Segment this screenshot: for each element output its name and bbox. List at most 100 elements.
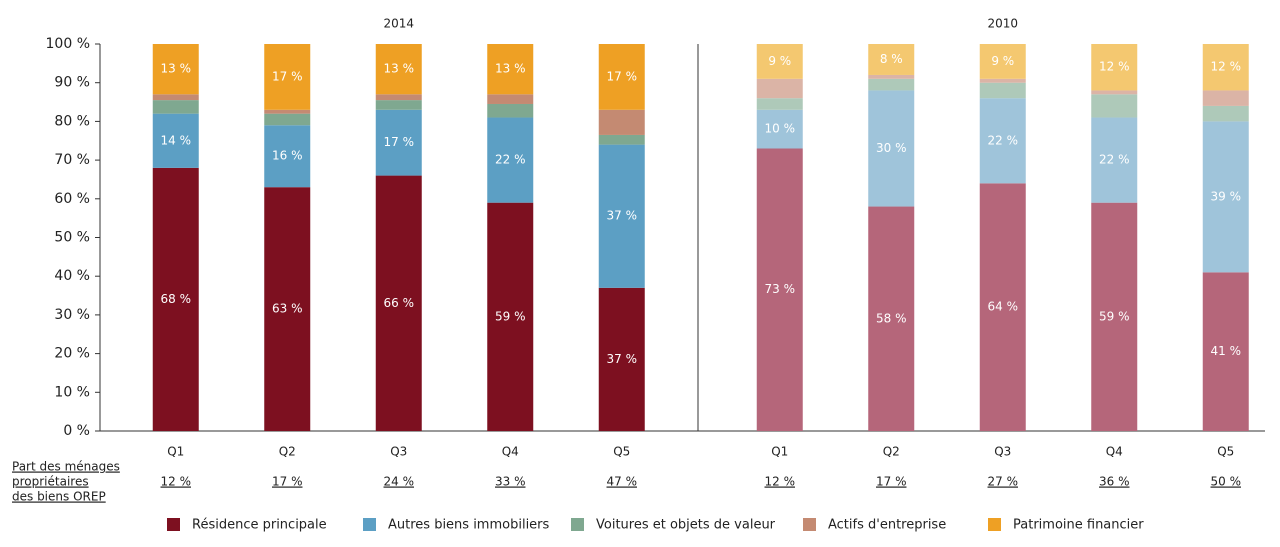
legend-label: Voitures et objets de valeur <box>596 518 776 533</box>
share-label: 50 % <box>1211 475 1242 489</box>
value-label: 59 % <box>1099 309 1130 323</box>
y-tick-label: 100 % <box>46 36 90 52</box>
row-label: des biens OREP <box>12 490 106 504</box>
bar-segment <box>264 109 311 114</box>
value-label: 58 % <box>876 311 907 325</box>
value-label: 22 % <box>1099 153 1130 167</box>
value-label: 12 % <box>1211 60 1242 74</box>
bar-segment <box>1202 105 1249 122</box>
bar-segment <box>1202 44 1249 91</box>
x-tick-label: Q3 <box>994 445 1011 459</box>
value-label: 64 % <box>988 300 1019 314</box>
share-label: 17 % <box>272 475 303 489</box>
bar-segment <box>375 175 422 431</box>
legend-swatch <box>803 518 816 531</box>
bar-segment <box>756 44 803 79</box>
bar-segment <box>979 183 1026 431</box>
bar-segment <box>264 125 311 188</box>
share-label: 17 % <box>876 475 907 489</box>
bar-segment <box>1202 90 1249 106</box>
bar-segment <box>264 113 311 126</box>
value-label: 63 % <box>272 302 303 316</box>
bar-segment <box>487 94 534 104</box>
bar-segment <box>487 117 534 203</box>
bar-segment <box>1202 121 1249 273</box>
y-tick-label: 10 % <box>54 384 90 400</box>
legend-label: Autres biens immobiliers <box>388 518 550 533</box>
bar-segment <box>487 103 534 118</box>
value-label: 14 % <box>161 133 192 147</box>
panel-title: 2010 <box>987 17 1018 31</box>
legend-swatch <box>167 518 180 531</box>
bar-segment <box>756 98 803 110</box>
bar-segment <box>979 82 1026 99</box>
share-label: 12 % <box>765 475 796 489</box>
value-label: 16 % <box>272 149 303 163</box>
bar-segment <box>375 94 422 101</box>
value-label: 39 % <box>1211 189 1242 203</box>
value-label: 9 % <box>991 54 1014 68</box>
bar-segment <box>1091 202 1138 431</box>
value-label: 22 % <box>988 133 1019 147</box>
bar-segment <box>979 44 1026 79</box>
x-tick-label: Q2 <box>883 445 900 459</box>
legend-swatch <box>363 518 376 531</box>
value-label: 12 % <box>1099 60 1130 74</box>
bar-segment <box>868 206 915 431</box>
bar-segment <box>598 287 645 431</box>
bar-segment <box>756 78 803 99</box>
y-tick-label: 90 % <box>54 75 90 91</box>
value-label: 66 % <box>384 296 415 310</box>
bar-segment <box>152 44 199 95</box>
value-label: 41 % <box>1211 344 1242 358</box>
share-label: 36 % <box>1099 475 1130 489</box>
bar-segment <box>598 44 645 110</box>
y-tick-label: 20 % <box>54 346 90 362</box>
legend-swatch <box>571 518 584 531</box>
x-tick-label: Q4 <box>1106 445 1123 459</box>
y-tick-label: 50 % <box>54 230 90 246</box>
bar-segment <box>152 100 199 114</box>
value-label: 22 % <box>495 153 526 167</box>
bar-segment <box>979 98 1026 184</box>
value-label: 13 % <box>384 62 415 76</box>
bar-segment <box>868 44 915 75</box>
bar-segment <box>487 202 534 431</box>
bar-segment <box>152 167 199 431</box>
bar-segment <box>598 134 645 145</box>
bar-segment <box>598 109 645 135</box>
bar-segment <box>152 113 199 168</box>
x-tick-label: Q3 <box>390 445 407 459</box>
value-label: 73 % <box>765 282 796 296</box>
x-tick-label: Q4 <box>502 445 519 459</box>
bar-segment <box>264 44 311 110</box>
bar-segment <box>1202 272 1249 431</box>
value-label: 37 % <box>607 352 638 366</box>
value-label: 10 % <box>765 122 796 136</box>
value-label: 9 % <box>768 54 791 68</box>
legend-label: Patrimoine financier <box>1013 518 1144 533</box>
value-label: 13 % <box>161 62 192 76</box>
value-label: 17 % <box>384 135 415 149</box>
bar-segment <box>375 44 422 95</box>
bar-segment <box>375 109 422 176</box>
y-tick-label: 30 % <box>54 307 90 323</box>
x-tick-label: Q5 <box>613 445 630 459</box>
y-tick-label: 0 % <box>63 423 90 439</box>
bar-segment <box>868 74 915 79</box>
value-label: 13 % <box>495 62 526 76</box>
legend-swatch <box>988 518 1001 531</box>
value-label: 59 % <box>495 309 526 323</box>
x-tick-label: Q1 <box>167 445 184 459</box>
value-label: 17 % <box>607 69 638 83</box>
x-tick-label: Q1 <box>771 445 788 459</box>
bar-segment <box>487 44 534 95</box>
bar-segment <box>979 78 1026 83</box>
share-label: 12 % <box>161 475 192 489</box>
legend-label: Actifs d'entreprise <box>828 518 946 533</box>
value-label: 37 % <box>607 209 638 223</box>
bar-segment <box>756 109 803 149</box>
panel-title: 2014 <box>383 17 414 31</box>
bar-segment <box>264 187 311 431</box>
